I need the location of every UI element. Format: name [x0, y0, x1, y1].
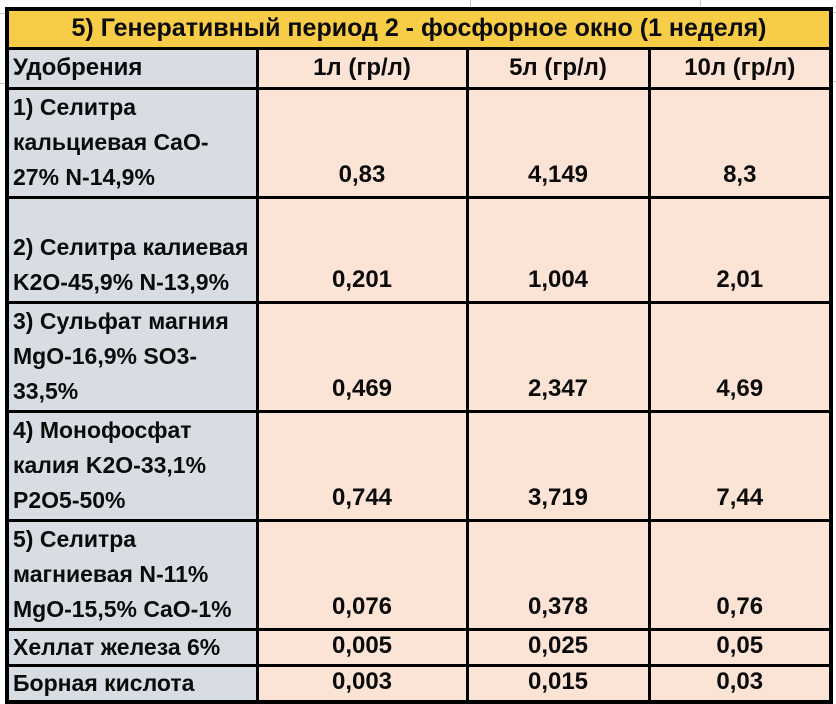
table-row: Хеллат железа 6% 0,005 0,025 0,05 [5, 627, 833, 667]
dose-10l-cell[interactable]: 2,01 [647, 195, 833, 304]
fertilizer-name-cell[interactable]: 5) Селитра магниевая N-11% MgO-15,5% CaO… [5, 518, 259, 631]
gridline [700, 0, 701, 7]
dose-10l-cell[interactable]: 0,05 [647, 627, 833, 667]
table-row: 4) Монофосфат калия K2O-33,1% P2O5-50% 0… [5, 409, 833, 522]
table-title[interactable]: 5) Генеративный период 2 - фосфорное окн… [5, 7, 833, 50]
header-row: Удобрения 1л (гр/л) 5л (гр/л) 10л (гр/л) [5, 46, 833, 90]
fertilizer-name-cell[interactable]: Хеллат железа 6% [5, 627, 259, 667]
fertilizer-name-cell[interactable]: 2) Селитра калиевая K2O-45,9% N-13,9% [5, 195, 259, 304]
dose-10l-cell[interactable]: 7,44 [647, 409, 833, 522]
dose-1l-cell[interactable]: 0,83 [255, 86, 469, 199]
table-row: 3) Сульфат магния MgO-16,9% SO3-33,5% 0,… [5, 300, 833, 413]
fertilizer-name-cell[interactable]: 3) Сульфат магния MgO-16,9% SO3-33,5% [5, 300, 259, 413]
dose-10l-cell[interactable]: 8,3 [647, 86, 833, 199]
dose-5l-cell[interactable]: 3,719 [465, 409, 651, 522]
dose-5l-cell[interactable]: 1,004 [465, 195, 651, 304]
col-header-fertilizer[interactable]: Удобрения [5, 46, 259, 90]
dose-5l-cell[interactable]: 0,025 [465, 627, 651, 667]
dose-5l-cell[interactable]: 2,347 [465, 300, 651, 413]
gridline [470, 0, 471, 7]
table-row: 5) Селитра магниевая N-11% MgO-15,5% CaO… [5, 518, 833, 631]
dose-10l-cell[interactable]: 0,76 [647, 518, 833, 631]
dose-5l-cell[interactable]: 4,149 [465, 86, 651, 199]
dose-1l-cell[interactable]: 0,003 [255, 663, 469, 704]
fertilizer-name-cell[interactable]: 4) Монофосфат калия K2O-33,1% P2O5-50% [5, 409, 259, 522]
dose-1l-cell[interactable]: 0,076 [255, 518, 469, 631]
dose-1l-cell[interactable]: 0,201 [255, 195, 469, 304]
dose-10l-cell[interactable]: 4,69 [647, 300, 833, 413]
col-header-10l[interactable]: 10л (гр/л) [647, 46, 833, 90]
dose-1l-cell[interactable]: 0,469 [255, 300, 469, 413]
gridline [0, 13, 5, 14]
title-row: 5) Генеративный период 2 - фосфорное окн… [5, 7, 833, 50]
table-row: 2) Селитра калиевая K2O-45,9% N-13,9% 0,… [5, 195, 833, 304]
fertilizer-dosage-table: 5) Генеративный период 2 - фосфорное окн… [5, 7, 834, 704]
col-header-5l[interactable]: 5л (гр/л) [465, 46, 651, 90]
table-row: Борная кислота 0,003 0,015 0,03 [5, 663, 833, 704]
col-header-1l[interactable]: 1л (гр/л) [255, 46, 469, 90]
dose-1l-cell[interactable]: 0,005 [255, 627, 469, 667]
dose-1l-cell[interactable]: 0,744 [255, 409, 469, 522]
table-row: 1) Селитра кальциевая CaO-27% N-14,9% 0,… [5, 86, 833, 199]
dose-5l-cell[interactable]: 0,378 [465, 518, 651, 631]
fertilizer-name-cell[interactable]: Борная кислота [5, 663, 259, 704]
gridline [0, 83, 5, 84]
fertilizer-name-cell[interactable]: 1) Селитра кальциевая CaO-27% N-14,9% [5, 86, 259, 199]
dose-5l-cell[interactable]: 0,015 [465, 663, 651, 704]
dose-10l-cell[interactable]: 0,03 [647, 663, 833, 704]
